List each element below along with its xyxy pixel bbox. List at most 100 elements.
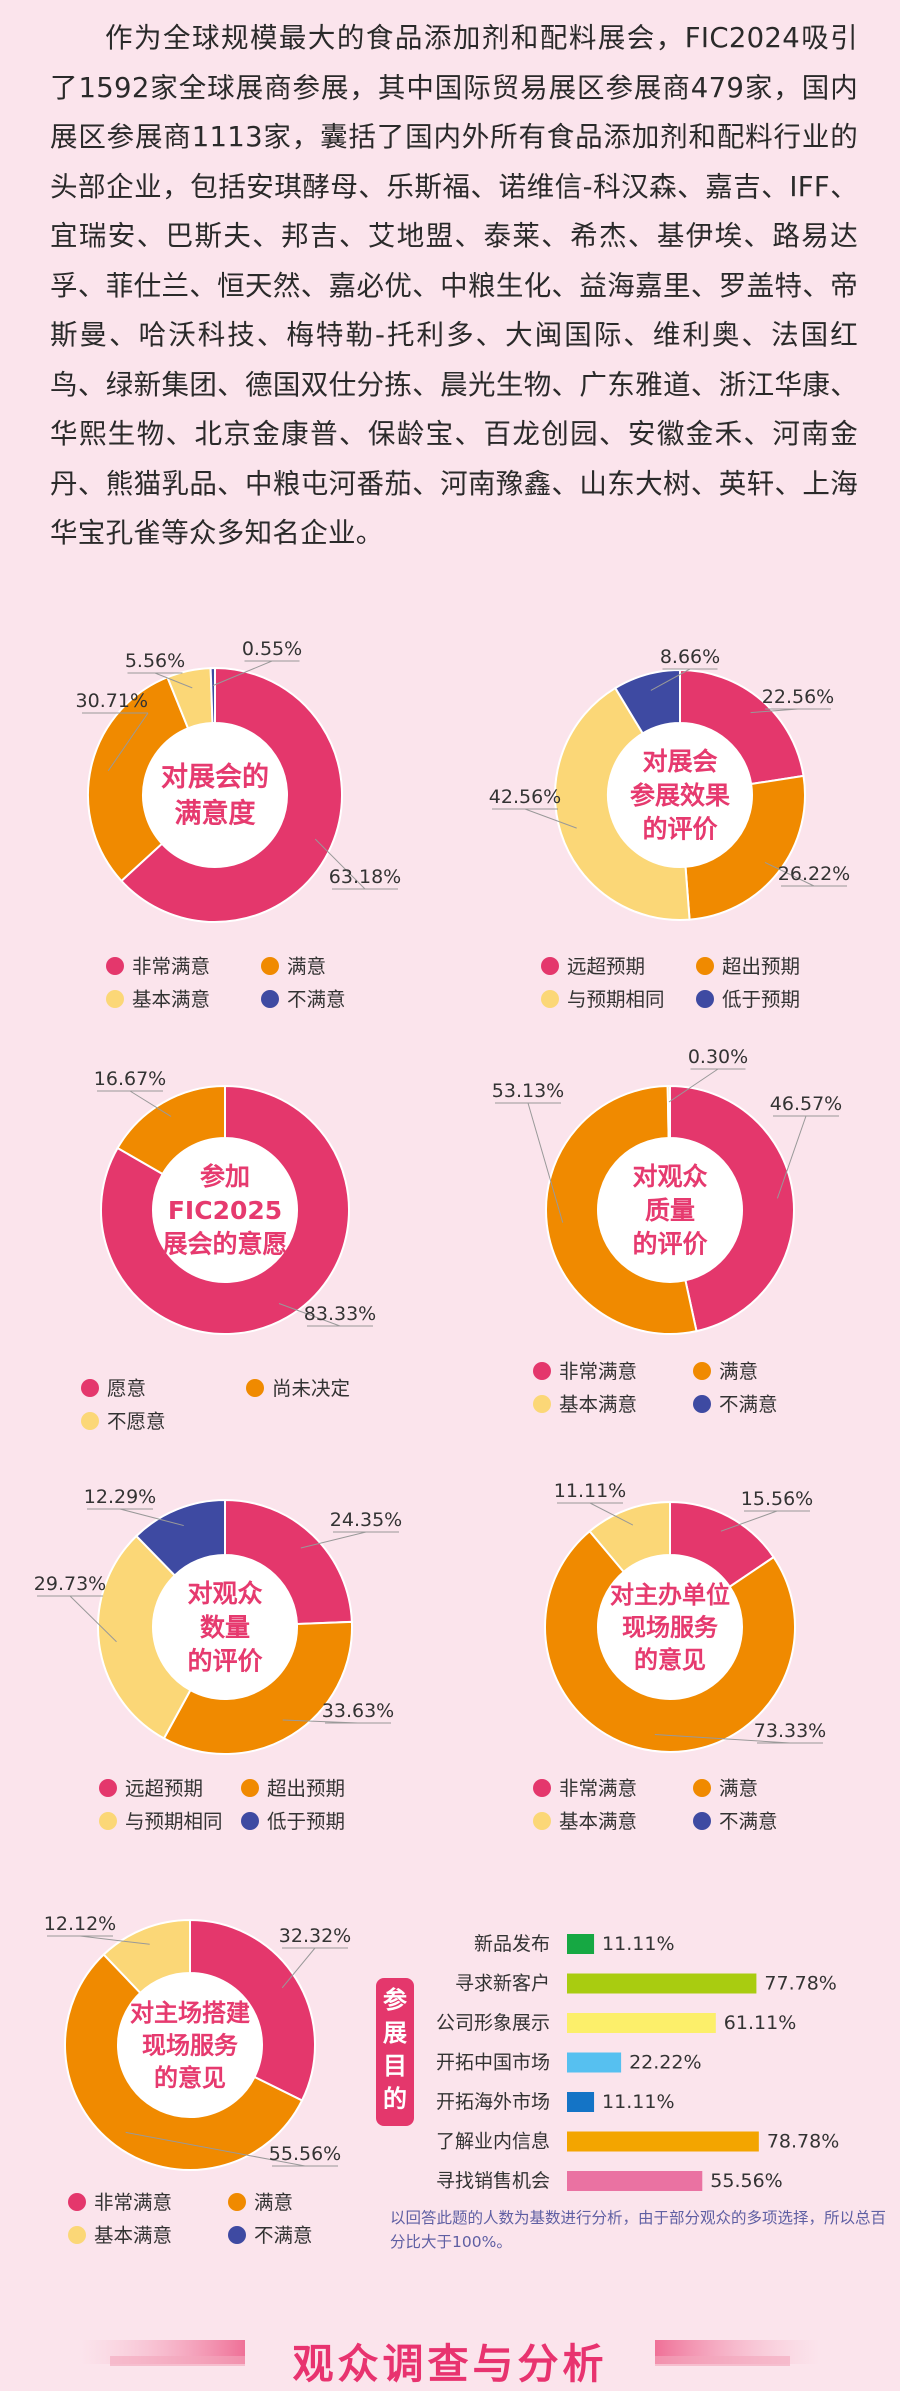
legend-dot — [533, 1395, 551, 1413]
leader-line — [776, 1115, 807, 1199]
leader-line — [764, 861, 815, 887]
donut-title-line: 的评价 — [187, 1647, 263, 1676]
slice-value-label: 33.63% — [322, 1700, 394, 1722]
footnote: 以回答此题的人数为基数进行分析，由于部分观众的多项选择，所以总百分比大于100%… — [390, 2209, 887, 2251]
donut-title-line: 现场服务 — [622, 1613, 719, 1641]
bar-category-label: 开拓中国市场 — [436, 2052, 550, 2074]
legend-label: 超出预期 — [267, 1777, 345, 1800]
donut-title-line: 的意见 — [154, 2064, 226, 2092]
legend-label: 基本满意 — [559, 1393, 637, 1416]
donut-title-line: 质量 — [645, 1196, 695, 1225]
legend-dot — [99, 1812, 117, 1830]
legend-dot — [241, 1779, 259, 1797]
legend-dot — [261, 957, 279, 975]
bar-rect — [567, 1934, 595, 1954]
bar-value-label: 11.11% — [602, 1933, 674, 1955]
legend-dot — [241, 1812, 259, 1830]
legend-label: 非常满意 — [94, 2191, 172, 2214]
legend-dot — [99, 1779, 117, 1797]
legend-label: 满意 — [254, 2191, 293, 2214]
donut-center — [598, 1555, 742, 1699]
bar-rect — [567, 1973, 757, 1994]
bar-value-label: 55.56% — [710, 2170, 782, 2192]
legend-dot — [81, 1379, 99, 1397]
leader-line — [650, 668, 691, 691]
slice-value-label: 29.73% — [34, 1573, 106, 1595]
leader-line — [589, 1502, 634, 1526]
legend-dot — [106, 957, 124, 975]
slice-value-label: 16.67% — [94, 1068, 166, 1090]
donut-title-line: 对展会的 — [161, 761, 269, 793]
leader-line — [668, 1068, 719, 1103]
slice-value-label: 8.66% — [660, 646, 720, 668]
legend-dot — [106, 990, 124, 1008]
footer-title: 观众调查与分析 — [292, 2340, 608, 2388]
bar-category-label: 公司形象展示 — [436, 2012, 550, 2034]
slice-value-label: 24.35% — [330, 1509, 402, 1531]
donut-title-line: 的评价 — [642, 815, 718, 844]
donut-title-line: 数量 — [200, 1613, 250, 1642]
slice-value-label: 12.29% — [84, 1486, 156, 1508]
bar-value-label: 77.78% — [764, 1973, 836, 1995]
donut-title-line: 现场服务 — [142, 2031, 239, 2059]
legend-label: 不满意 — [719, 1393, 778, 1416]
slice-value-label: 0.30% — [688, 1046, 748, 1068]
slice-value-label: 15.56% — [741, 1488, 813, 1510]
bar-value-label: 11.11% — [602, 2091, 674, 2113]
leader-line — [654, 1733, 791, 1744]
slice-value-label: 26.22% — [778, 863, 850, 885]
leader-line — [314, 838, 366, 890]
legend-label: 不愿意 — [107, 1410, 166, 1433]
legend-dot — [693, 1395, 711, 1413]
legend-label: 满意 — [287, 955, 326, 978]
donut-title-line: 对观众 — [187, 1579, 262, 1608]
leader-line — [720, 1510, 778, 1532]
legend-label: 愿意 — [107, 1377, 146, 1400]
donut-center — [598, 1138, 742, 1282]
bar-category-label: 寻求新客户 — [455, 1973, 550, 1995]
slice-value-label: 83.33% — [304, 1303, 376, 1325]
legend-label: 基本满意 — [559, 1810, 637, 1833]
slice-value-label: 0.55% — [242, 638, 302, 660]
legend-label: 不满意 — [287, 988, 346, 1011]
donut-title-line: 对观众 — [632, 1162, 707, 1191]
slice-value-label: 73.33% — [754, 1720, 826, 1742]
legend-label: 基本满意 — [132, 988, 210, 1011]
donut-center — [118, 1973, 262, 2117]
leader-line — [524, 808, 577, 829]
donut-title-line: 对主场搭建 — [130, 1999, 250, 2027]
legend-dot — [533, 1779, 551, 1797]
slice-value-label: 42.56% — [489, 786, 561, 808]
bar-chart-title-char: 参 — [383, 1986, 407, 2014]
legend-label: 非常满意 — [132, 955, 210, 978]
donut-title-line: 对主办单位 — [610, 1581, 730, 1609]
donut-slice — [209, 666, 216, 725]
donut-title-line: 对展会 — [642, 747, 717, 776]
bar-rect — [567, 2171, 703, 2191]
slice-value-label: 12.12% — [44, 1913, 116, 1935]
leader-line — [154, 672, 193, 689]
legend-label: 与预期相同 — [125, 1810, 223, 1833]
leader-line — [69, 1595, 117, 1643]
bar-value-label: 22.22% — [629, 2052, 701, 2074]
legend-label: 不满意 — [719, 1810, 778, 1833]
legend-label: 非常满意 — [559, 1360, 637, 1383]
legend-label: 满意 — [719, 1360, 758, 1383]
slice-value-label: 55.56% — [269, 2143, 341, 2165]
slice-value-label: 53.13% — [492, 1080, 564, 1102]
leader-line — [119, 1508, 184, 1527]
legend-label: 超出预期 — [722, 955, 800, 978]
leader-line — [107, 712, 149, 772]
intro-paragraph: 作为全球规模最大的食品添加剂和配料展会，FIC2024吸引了1592家全球展商参… — [50, 22, 858, 549]
donut-center — [153, 1138, 297, 1282]
legend-label: 尚未决定 — [272, 1377, 350, 1400]
legend-dot — [693, 1779, 711, 1797]
legend-dot — [693, 1812, 711, 1830]
